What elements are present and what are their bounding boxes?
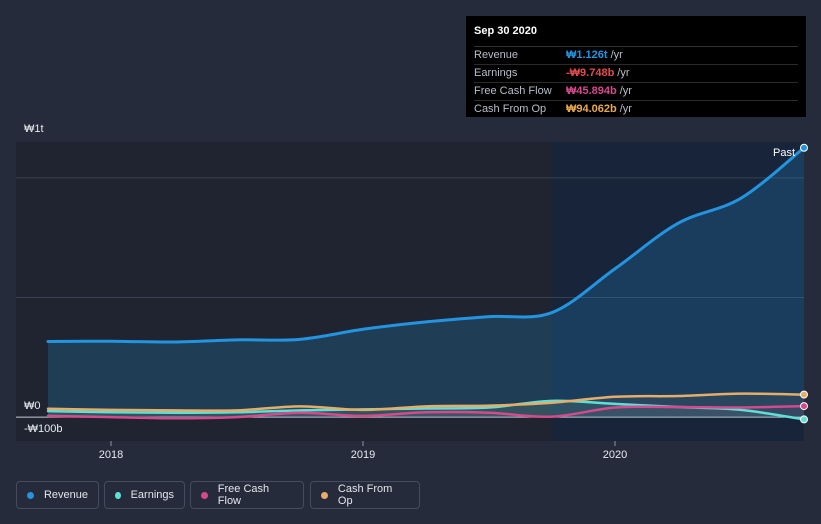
legend-dot xyxy=(115,491,121,499)
past-highlight xyxy=(552,142,804,441)
x-tick-label: 2020 xyxy=(603,449,627,461)
legend-label: Cash From Op xyxy=(337,483,393,507)
series-endpoint-earnings xyxy=(800,415,808,424)
legend-dot xyxy=(27,491,34,499)
series-endpoint-revenue xyxy=(800,143,808,152)
tooltip-label: Revenue xyxy=(474,49,519,61)
series-area-earnings xyxy=(48,400,804,420)
tooltip-unit: /yr xyxy=(617,67,630,79)
series-line-cash-from-op xyxy=(46,392,806,412)
y-tick-label-zero: ₩0 xyxy=(24,400,41,412)
series-line-free-cash-flow xyxy=(46,404,806,420)
legend-label: Revenue xyxy=(43,489,88,501)
legend-item-free-cash-flow[interactable]: Free Cash Flow xyxy=(190,481,304,509)
tooltip-label: Free Cash Flow xyxy=(474,85,552,97)
tooltip-value: ₩45.894b xyxy=(566,85,617,97)
tooltip-unit: /yr xyxy=(619,103,632,115)
series-area-revenue xyxy=(48,147,804,418)
legend-item-cash-from-op[interactable]: Cash From Op xyxy=(310,481,420,509)
tooltip-row-fcf: Free Cash Flow ₩45.894b /yr xyxy=(474,83,798,101)
series-endpoint-free-cash-flow xyxy=(800,402,808,411)
tooltip-unit: /yr xyxy=(610,49,623,61)
tooltip-value: -₩9.748b xyxy=(566,67,615,79)
x-tick-label: 2018 xyxy=(99,449,123,461)
legend-dot xyxy=(201,491,208,499)
legend-item-revenue[interactable]: Revenue xyxy=(16,481,99,509)
series-area-free-cash-flow xyxy=(48,406,804,419)
legend-dot xyxy=(321,491,328,499)
tooltip-row-revenue: Revenue ₩1.126t /yr xyxy=(474,47,798,65)
tooltip-value: ₩94.062b xyxy=(566,103,617,115)
tooltip-unit: /yr xyxy=(619,85,632,97)
tooltip-label: Cash From Op xyxy=(474,103,547,115)
past-label: Past xyxy=(773,147,796,159)
tooltip-date: Sep 30 2020 xyxy=(474,24,798,47)
legend-label: Earnings xyxy=(130,489,174,501)
y-tick-label-top: ₩1t xyxy=(24,123,44,135)
tooltip-value: ₩1.126t xyxy=(566,49,608,61)
legend-label: Free Cash Flow xyxy=(217,483,270,507)
series-line-revenue xyxy=(46,146,806,344)
legend-item-earnings[interactable]: Earnings xyxy=(104,481,185,509)
series-endpoint-cash-from-op xyxy=(800,390,808,399)
tooltip-label: Earnings xyxy=(474,67,518,79)
y-tick-label-bottom: -₩100b xyxy=(24,423,63,435)
tooltip-row-earnings: Earnings -₩9.748b /yr xyxy=(474,65,798,83)
tooltip-row-cfo: Cash From Op ₩94.062b /yr xyxy=(474,101,798,118)
x-tick-label: 2019 xyxy=(351,449,375,461)
tooltip: Sep 30 2020 Revenue ₩1.126t /yr Earnings… xyxy=(466,16,806,117)
